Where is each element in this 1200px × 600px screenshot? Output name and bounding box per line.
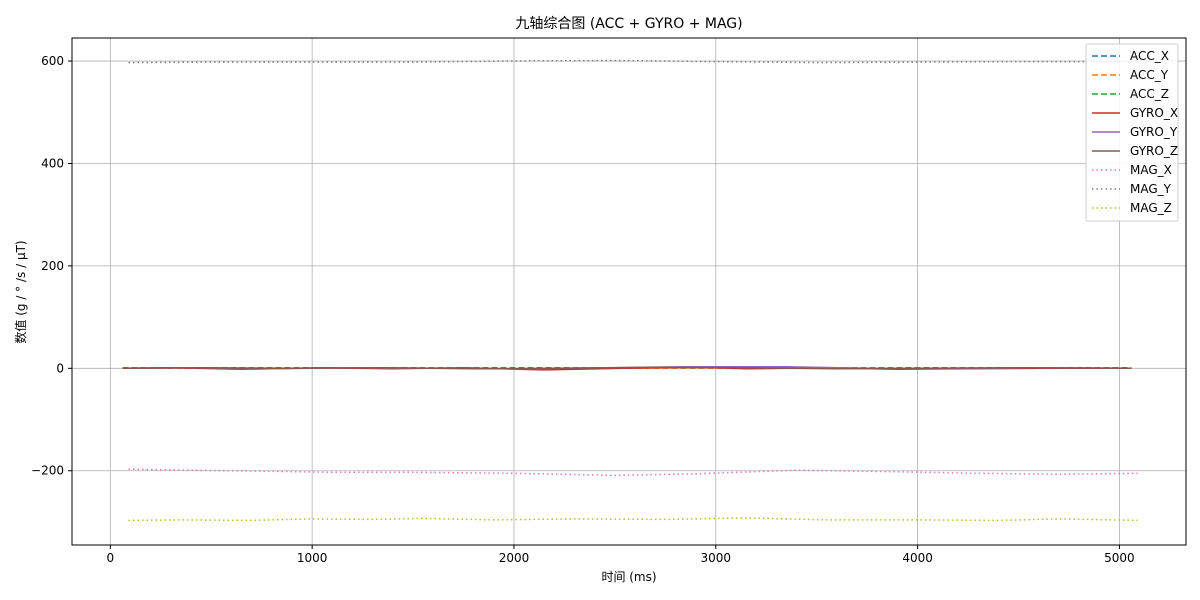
x-tick-label: 4000 <box>902 551 933 565</box>
legend-entry: ACC_X <box>1130 49 1169 63</box>
x-tick-label: 1000 <box>297 551 328 565</box>
series-line-mag-z <box>128 517 1138 522</box>
plot-frame <box>71 37 1187 546</box>
x-axis-label: 时间 (ms) <box>601 570 656 584</box>
legend-entry: ACC_Z <box>1130 87 1169 101</box>
legend-box <box>1085 43 1179 222</box>
chart-title: 九轴综合图 (ACC + GYRO + MAG) <box>515 16 742 32</box>
series-line-mag-y <box>128 59 1138 64</box>
x-tick-label: 3000 <box>701 551 732 565</box>
legend-entry: ACC_Y <box>1130 68 1169 82</box>
series-lines <box>122 59 1138 522</box>
grid <box>72 38 1186 545</box>
y-tick-label: 0 <box>56 361 64 375</box>
legend: ACC_X ACC_Y ACC_Z GYRO_X GYRO_Y GYRO_Z MAG_X MA… <box>1085 43 1179 222</box>
y-tick-label: −200 <box>31 464 64 478</box>
ticks: 0 1000 2000 3000 4000 5000 −200 0 200 400 600 <box>31 54 1135 565</box>
legend-entry: GYRO_X <box>1130 106 1178 120</box>
series-line-mag-x <box>128 468 1138 477</box>
legend-entry: MAG_Z <box>1130 201 1172 215</box>
x-tick-label: 5000 <box>1104 551 1135 565</box>
y-tick-label: 400 <box>41 156 64 170</box>
x-tick-label: 0 <box>107 551 115 565</box>
legend-entry: MAG_Y <box>1130 182 1172 196</box>
y-axis-label: 数值 (g / ° /s / μT) <box>13 240 28 343</box>
series-line-gyro-z <box>122 366 1132 370</box>
y-tick-label: 200 <box>41 259 64 273</box>
x-tick-label: 2000 <box>499 551 530 565</box>
legend-entry: GYRO_Y <box>1130 125 1178 139</box>
legend-entry: GYRO_Z <box>1130 144 1178 158</box>
legend-entry: MAG_X <box>1130 163 1172 177</box>
y-tick-label: 600 <box>41 54 64 68</box>
